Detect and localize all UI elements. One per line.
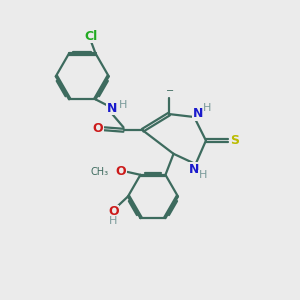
Text: CH₃: CH₃ xyxy=(91,167,109,177)
Text: O: O xyxy=(108,205,119,218)
Text: H: H xyxy=(203,103,212,113)
Text: O: O xyxy=(93,122,103,135)
Text: N: N xyxy=(193,107,203,120)
Text: H: H xyxy=(199,170,207,180)
Text: S: S xyxy=(230,134,239,147)
Text: N: N xyxy=(189,163,200,176)
Text: H: H xyxy=(109,216,118,226)
Text: −: − xyxy=(166,86,174,96)
Text: N: N xyxy=(106,102,117,115)
Text: O: O xyxy=(116,165,126,178)
Text: Cl: Cl xyxy=(85,30,98,43)
Text: H: H xyxy=(119,100,127,110)
